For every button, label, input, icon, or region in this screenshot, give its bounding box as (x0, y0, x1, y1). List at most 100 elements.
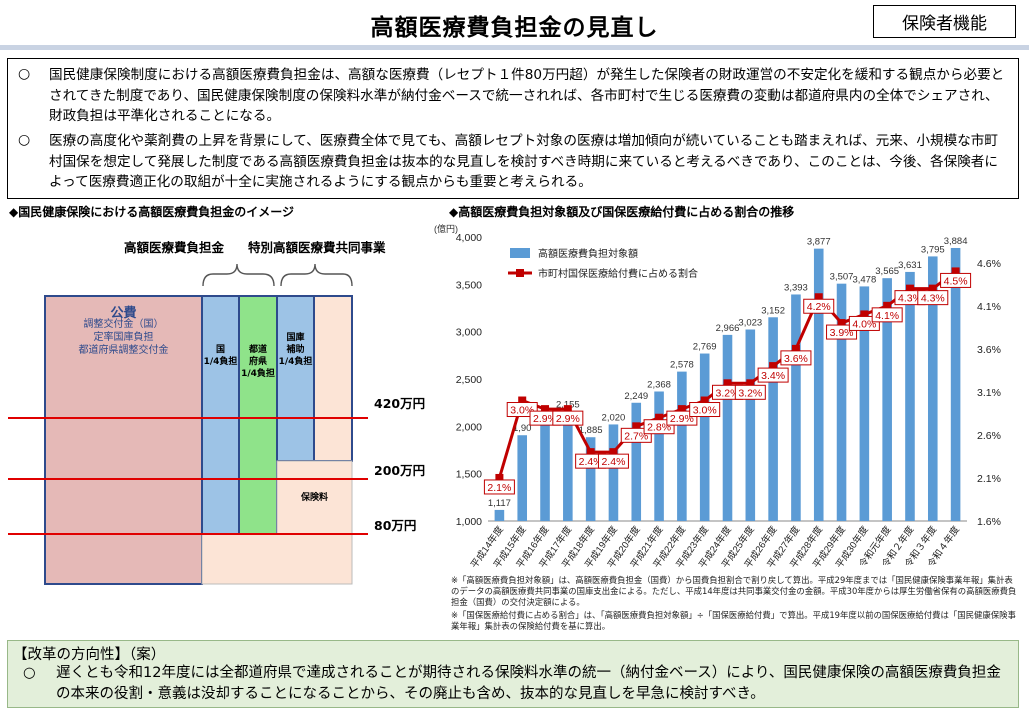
bar (813, 248, 824, 522)
bar (905, 271, 915, 521)
reform-bullet-mark: ○ (23, 665, 36, 681)
bar (654, 391, 664, 521)
legend-bar-swatch (510, 248, 530, 258)
bar (859, 286, 870, 521)
ratio-point (632, 422, 641, 431)
bar (745, 329, 756, 521)
y-unit-label: (億円) (434, 223, 458, 234)
ratio-label-box (597, 453, 629, 469)
bar-value-label: 2,769 (693, 342, 717, 353)
kuni-box (201, 295, 240, 535)
bar-value-label: 2,966 (716, 323, 740, 334)
chart-note-2: ※「国保医療給付費に占める割合」は、「高額医療費負担対象額」÷「国保医療給付費」… (451, 610, 1016, 631)
chart-heading: ◆高額医療費負担対象額及び国保医療給付費に占める割合の推移 (449, 205, 795, 219)
ratio-point (860, 310, 869, 319)
bar (631, 402, 642, 521)
ratio-label: 2.4% (601, 456, 625, 468)
kokko-label: 国庫 補助 1/4負担 (278, 333, 313, 367)
diagram-heading: ◆国民健康保険における高額医療費負担金のイメージ (9, 205, 294, 219)
ratio-label-box (871, 307, 903, 323)
ratio-point (769, 362, 778, 371)
bar (722, 334, 733, 521)
ratio-point (677, 405, 686, 414)
ratio-label: 2.4% (579, 456, 603, 468)
hokenryo-box (276, 460, 353, 535)
title-rule (0, 45, 1029, 50)
bar-value-label: 3,023 (738, 317, 762, 328)
public-title: 公費 (110, 306, 137, 321)
ratio-label: 4.3% (898, 293, 922, 305)
ratio-point (928, 284, 937, 293)
public-box (44, 295, 203, 585)
y-tick-label: 3,500 (456, 279, 482, 291)
bar-value-label: 3,152 (761, 305, 785, 316)
bar-value-label: 1,885 (579, 425, 603, 436)
ratio-point (541, 405, 550, 414)
legend-line-label: 市町村国保医療給付費に占める割合 (538, 267, 698, 280)
bar-value-label: 2,249 (624, 391, 648, 402)
upper-right-box (313, 295, 353, 462)
todofuken-label: 都道 府県 1/4負担 (241, 345, 275, 379)
ratio-point (951, 267, 960, 276)
bar (677, 371, 687, 521)
ratio-label: 2.7% (624, 430, 648, 442)
ratio-point (723, 379, 732, 388)
ratio-label: 3.9% (830, 327, 854, 339)
ratio-label-box (689, 402, 721, 418)
y-tick-label: 4,000 (456, 232, 482, 244)
ratio-point (563, 405, 572, 414)
bullet-mark-1: ○ (18, 66, 31, 82)
ratio-label-box (552, 410, 584, 426)
bar-value-label: 3,478 (852, 274, 876, 285)
public-lines: 調整交付金（国） 定率国庫負担 都道府県調整交付金 (45, 318, 202, 357)
y2-tick-label: 4.1% (977, 301, 1001, 313)
ratio-label-box (780, 350, 812, 366)
bar-value-label: 1,117 (488, 498, 511, 509)
bar (768, 317, 778, 521)
bar-value-label: 1,90 (513, 423, 532, 434)
y-tick-label: 1,500 (456, 469, 482, 481)
ratio-label-box (803, 298, 835, 314)
ratio-label: 4.3% (921, 293, 945, 305)
summary-box: ○ 国民健康保険制度における高額医療費負担金は、高額な医療費（レセプト１件80万… (7, 58, 1019, 199)
ratio-label: 2.1% (487, 482, 511, 494)
bar (517, 435, 528, 521)
bar-value-label: 3,877 (807, 237, 831, 248)
y-tick-label: 2,500 (456, 374, 482, 386)
ratio-point (791, 344, 800, 353)
bullet-mark-2: ○ (18, 132, 31, 148)
public-line: 調整交付金（国） (83, 319, 164, 330)
y2-tick-label: 2.1% (977, 473, 1001, 485)
ratio-label-box (917, 290, 949, 306)
ratio-label: 2.9% (670, 413, 694, 425)
y2-tick-label: 3.6% (977, 344, 1001, 356)
ratio-point (746, 379, 755, 388)
y2-tick-label: 2.6% (977, 430, 1001, 442)
ratio-label-box (483, 479, 515, 495)
bar (563, 411, 573, 521)
y-tick-label: 3,000 (456, 327, 482, 339)
y2-tick-label: 1.6% (977, 516, 1001, 528)
summary-bullet-2: 医療の高度化や薬剤費の上昇を背景にして、医療費全体で見ても、高額レセプト対象の医… (49, 133, 998, 190)
ratio-point (883, 301, 892, 310)
ratio-point (814, 293, 823, 302)
bar-value-label: 3,507 (830, 272, 854, 283)
bar-value-label: 3,631 (898, 260, 922, 271)
ratio-point (700, 396, 709, 405)
bar (950, 247, 961, 522)
public-line: 定率国庫負担 (93, 332, 154, 343)
reform-text: 遅くとも令和12年度には全都道府県で達成されることが期待される保険料水準の統一（… (56, 665, 1001, 702)
ratio-label: 3.2% (738, 387, 762, 399)
bar (585, 437, 596, 521)
bar (540, 424, 550, 521)
public-line: 都道府県調整交付金 (78, 345, 169, 356)
bar-value-label: 3,795 (921, 244, 945, 255)
page-title: 高額医療費負担金の見直し (370, 15, 659, 41)
bar (927, 256, 938, 521)
bar (699, 353, 710, 521)
label-kougaku: 高額医療費負担金 (124, 240, 225, 255)
ratio-label: 3.0% (693, 405, 717, 417)
ratio-label: 3.0% (510, 405, 534, 417)
ratio-label-box (940, 272, 972, 288)
ratio-label: 2.9% (556, 413, 580, 425)
